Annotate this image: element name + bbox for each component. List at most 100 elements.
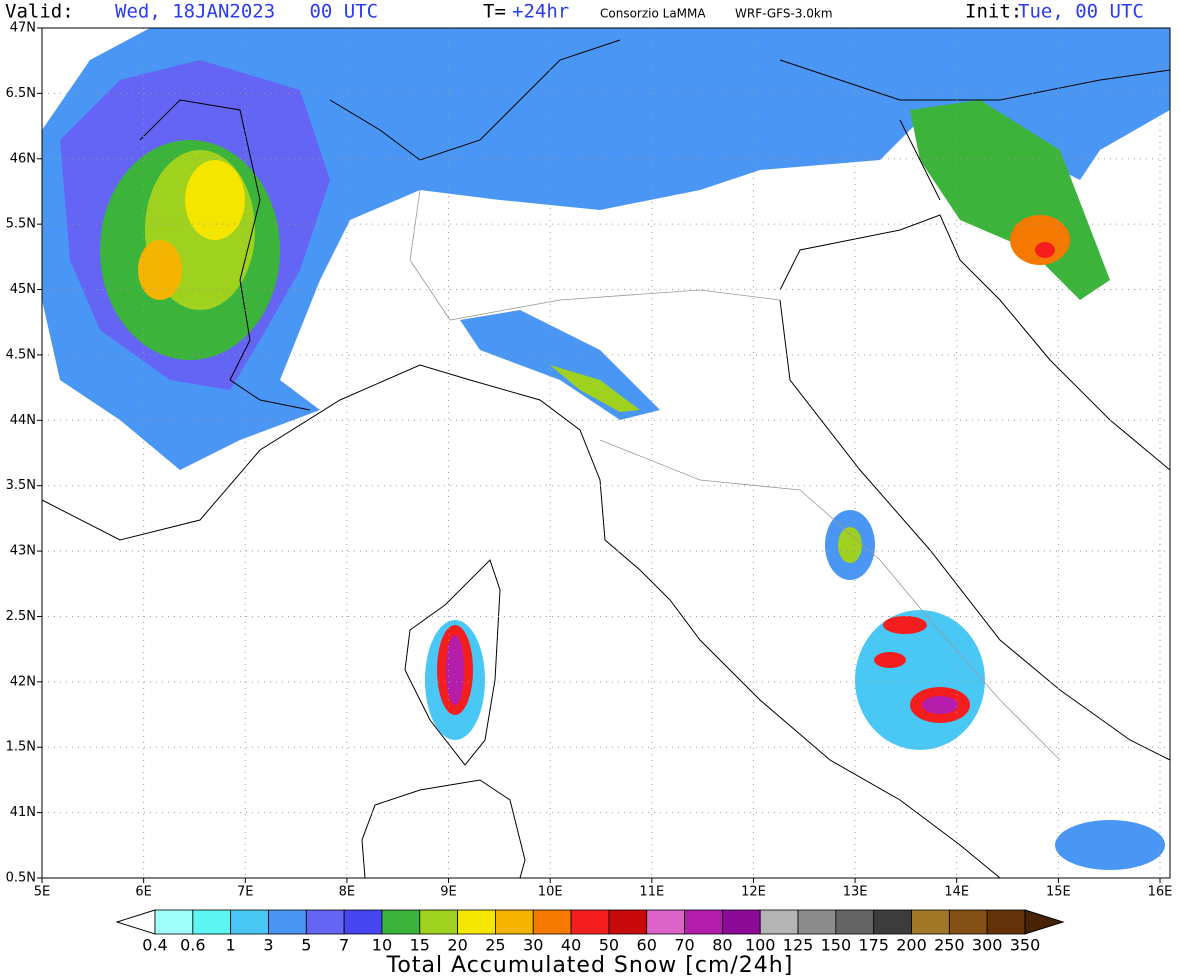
lon-label: 6E bbox=[135, 885, 152, 900]
colorbar-label: 50 bbox=[599, 936, 619, 955]
lat-label: 44N bbox=[10, 413, 36, 428]
lat-label: 42N bbox=[10, 674, 36, 689]
lon-label: 9E bbox=[440, 885, 457, 900]
lat-label: 46N bbox=[10, 151, 36, 166]
snow-area bbox=[838, 527, 862, 563]
colorbar-under bbox=[115, 909, 156, 935]
valid-label: Valid: bbox=[5, 1, 74, 23]
colorbar-label: 350 bbox=[1010, 936, 1041, 955]
colorbar-box bbox=[305, 909, 345, 935]
colorbar-label: 20 bbox=[447, 936, 467, 955]
colorbar-label: 100 bbox=[745, 936, 776, 955]
lon-label: 11E bbox=[639, 885, 664, 900]
lon-label: 15E bbox=[1046, 885, 1071, 900]
colorbar-box bbox=[797, 909, 837, 935]
colorbar-box bbox=[192, 909, 232, 935]
coastline bbox=[404, 559, 501, 766]
colorbar-label: 1 bbox=[226, 936, 236, 955]
lon-label: 13E bbox=[843, 885, 868, 900]
lon-label: 14E bbox=[944, 885, 969, 900]
colorbar-label: 40 bbox=[561, 936, 581, 955]
colorbar-label: 175 bbox=[858, 936, 889, 955]
colorbar-box bbox=[154, 909, 194, 935]
colorbar-box bbox=[381, 909, 421, 935]
source: Consorzio LaMMA bbox=[600, 7, 706, 21]
lat-label: 47N bbox=[10, 21, 36, 36]
lat-label: 6.5N bbox=[6, 86, 36, 101]
map-frame bbox=[41, 27, 1171, 879]
lat-label: 3.5N bbox=[6, 478, 36, 493]
colorbar-box bbox=[268, 909, 307, 935]
colorbar-label: 10 bbox=[372, 936, 392, 955]
colorbar-label: 250 bbox=[934, 936, 965, 955]
colorbar-box bbox=[873, 909, 912, 935]
colorbar-label: 25 bbox=[485, 936, 505, 955]
colorbar-box bbox=[343, 909, 383, 935]
lon-label: 16E bbox=[1148, 885, 1173, 900]
colorbar-box bbox=[911, 909, 950, 935]
map bbox=[41, 27, 1171, 879]
colorbar-box bbox=[948, 909, 988, 935]
snow-area bbox=[185, 160, 245, 240]
snow-area bbox=[874, 652, 906, 668]
colorbar-label: 300 bbox=[972, 936, 1003, 955]
valid-value: Wed, 18JAN2023 00 UTC bbox=[115, 1, 378, 23]
colorbar-box bbox=[986, 909, 1026, 935]
colorbar-box bbox=[835, 909, 875, 935]
lat-label: 45N bbox=[10, 282, 36, 297]
lat-label: 2.5N bbox=[6, 609, 36, 624]
snow-area bbox=[138, 240, 182, 300]
coastline bbox=[361, 779, 526, 879]
t-label: T= bbox=[483, 1, 506, 23]
border bbox=[599, 439, 1061, 761]
colorbar-label: 30 bbox=[523, 936, 543, 955]
lon-label: 5E bbox=[34, 885, 51, 900]
colorbar-label: 125 bbox=[783, 936, 814, 955]
border bbox=[409, 189, 781, 321]
colorbar-box bbox=[419, 909, 459, 935]
colorbar-box bbox=[570, 909, 610, 935]
snow-area bbox=[1035, 242, 1055, 258]
colorbar-box bbox=[684, 909, 723, 935]
lon-label: 8E bbox=[339, 885, 356, 900]
init-label: Init: bbox=[965, 1, 1022, 23]
snow-area bbox=[446, 635, 464, 705]
colorbar-label: 15 bbox=[410, 936, 430, 955]
lat-label: 1.5N bbox=[6, 740, 36, 755]
init-value: Tue, 00 UTC bbox=[1018, 1, 1144, 23]
lat-label: 0.5N bbox=[6, 871, 36, 886]
colorbar-box bbox=[230, 909, 269, 935]
colorbar-title: Total Accumulated Snow [cm/24h] bbox=[386, 953, 794, 978]
colorbar-label: 60 bbox=[637, 936, 657, 955]
lat-label: 5.5N bbox=[6, 217, 36, 232]
colorbar-box bbox=[495, 909, 534, 935]
lat-label: 41N bbox=[10, 805, 36, 820]
colorbar-label: 80 bbox=[712, 936, 732, 955]
coastline bbox=[41, 364, 1001, 879]
colorbar-label: 3 bbox=[263, 936, 273, 955]
coastline bbox=[779, 214, 1171, 471]
colorbar-over bbox=[1024, 909, 1065, 935]
colorbar-label: 200 bbox=[896, 936, 927, 955]
model: WRF-GFS-3.0km bbox=[735, 7, 833, 21]
lon-label: 12E bbox=[741, 885, 766, 900]
colorbar-box bbox=[646, 909, 685, 935]
colorbar-box bbox=[721, 909, 761, 935]
lon-label: 7E bbox=[237, 885, 254, 900]
t-value: +24hr bbox=[512, 1, 569, 23]
lat-label: 43N bbox=[10, 544, 36, 559]
colorbar-label: 0.4 bbox=[142, 936, 167, 955]
colorbar-label: 5 bbox=[301, 936, 311, 955]
colorbar-box bbox=[608, 909, 648, 935]
snow-area bbox=[883, 616, 927, 634]
colorbar-label: 70 bbox=[674, 936, 694, 955]
colorbar-label: 150 bbox=[821, 936, 852, 955]
coastline bbox=[779, 299, 1171, 761]
colorbar-label: 7 bbox=[339, 936, 349, 955]
lon-label: 10E bbox=[538, 885, 563, 900]
colorbar-box bbox=[759, 909, 799, 935]
colorbar-box bbox=[457, 909, 496, 935]
snow-area bbox=[1010, 215, 1070, 265]
snow-area bbox=[1055, 820, 1165, 870]
